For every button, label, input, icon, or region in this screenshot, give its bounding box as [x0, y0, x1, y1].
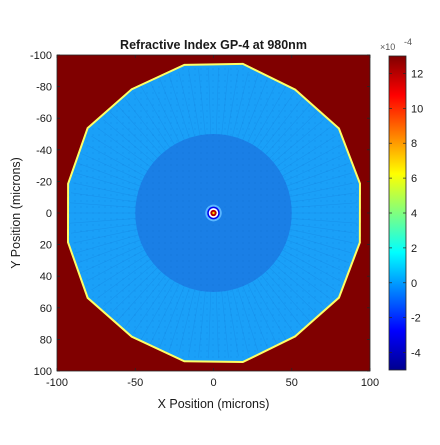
y-axis: -100 -80 -60 -40 -20 0 20 40 60 80 100	[30, 50, 370, 378]
y-tick-label: -60	[36, 113, 52, 125]
x-tick-label: 100	[361, 377, 379, 389]
y-tick-label: 0	[46, 208, 52, 220]
x-axis: -100 -50 0 50 100	[46, 55, 379, 389]
y-tick-label: -80	[36, 82, 52, 94]
colorbar-tick-label: 0	[411, 278, 417, 290]
y-tick-label: 60	[40, 303, 52, 315]
core-center	[212, 211, 215, 215]
x-tick-label: 0	[210, 377, 216, 389]
colorbar-tick-label: 12	[411, 68, 423, 80]
y-tick-label: 20	[40, 240, 52, 252]
x-tick-label: 50	[286, 377, 298, 389]
colorbar-tick-label: 10	[411, 103, 423, 115]
y-axis-label: Y Position (microns)	[9, 157, 23, 269]
colorbar-multiplier: ×10	[380, 42, 395, 52]
y-tick-label: -100	[30, 50, 52, 62]
colorbar-tick-label: 2	[411, 243, 417, 255]
colorbar-tick-label: 8	[411, 138, 417, 150]
colorbar-tick-label: 4	[411, 208, 417, 220]
y-tick-label: -20	[36, 176, 52, 188]
colorbar: 12 10 8 6 4 2 0 -2 -4	[388, 55, 423, 371]
y-tick-label: 40	[40, 271, 52, 283]
y-tick-label: 80	[40, 334, 52, 346]
x-axis-label: X Position (microns)	[158, 397, 270, 411]
chart-title: Refractive Index GP-4 at 980nm	[120, 38, 307, 52]
colorbar-tick-label: -4	[411, 348, 421, 360]
x-tick-label: -100	[46, 377, 68, 389]
colorbar-tick-label: -2	[411, 313, 421, 325]
colorbar-exponent: -4	[404, 37, 412, 47]
x-tick-label: -50	[127, 377, 143, 389]
colorbar-tick-label: 6	[411, 173, 417, 185]
plot-area	[56, 54, 371, 372]
y-tick-label: -40	[36, 145, 52, 157]
y-tick-label: 100	[34, 366, 52, 378]
